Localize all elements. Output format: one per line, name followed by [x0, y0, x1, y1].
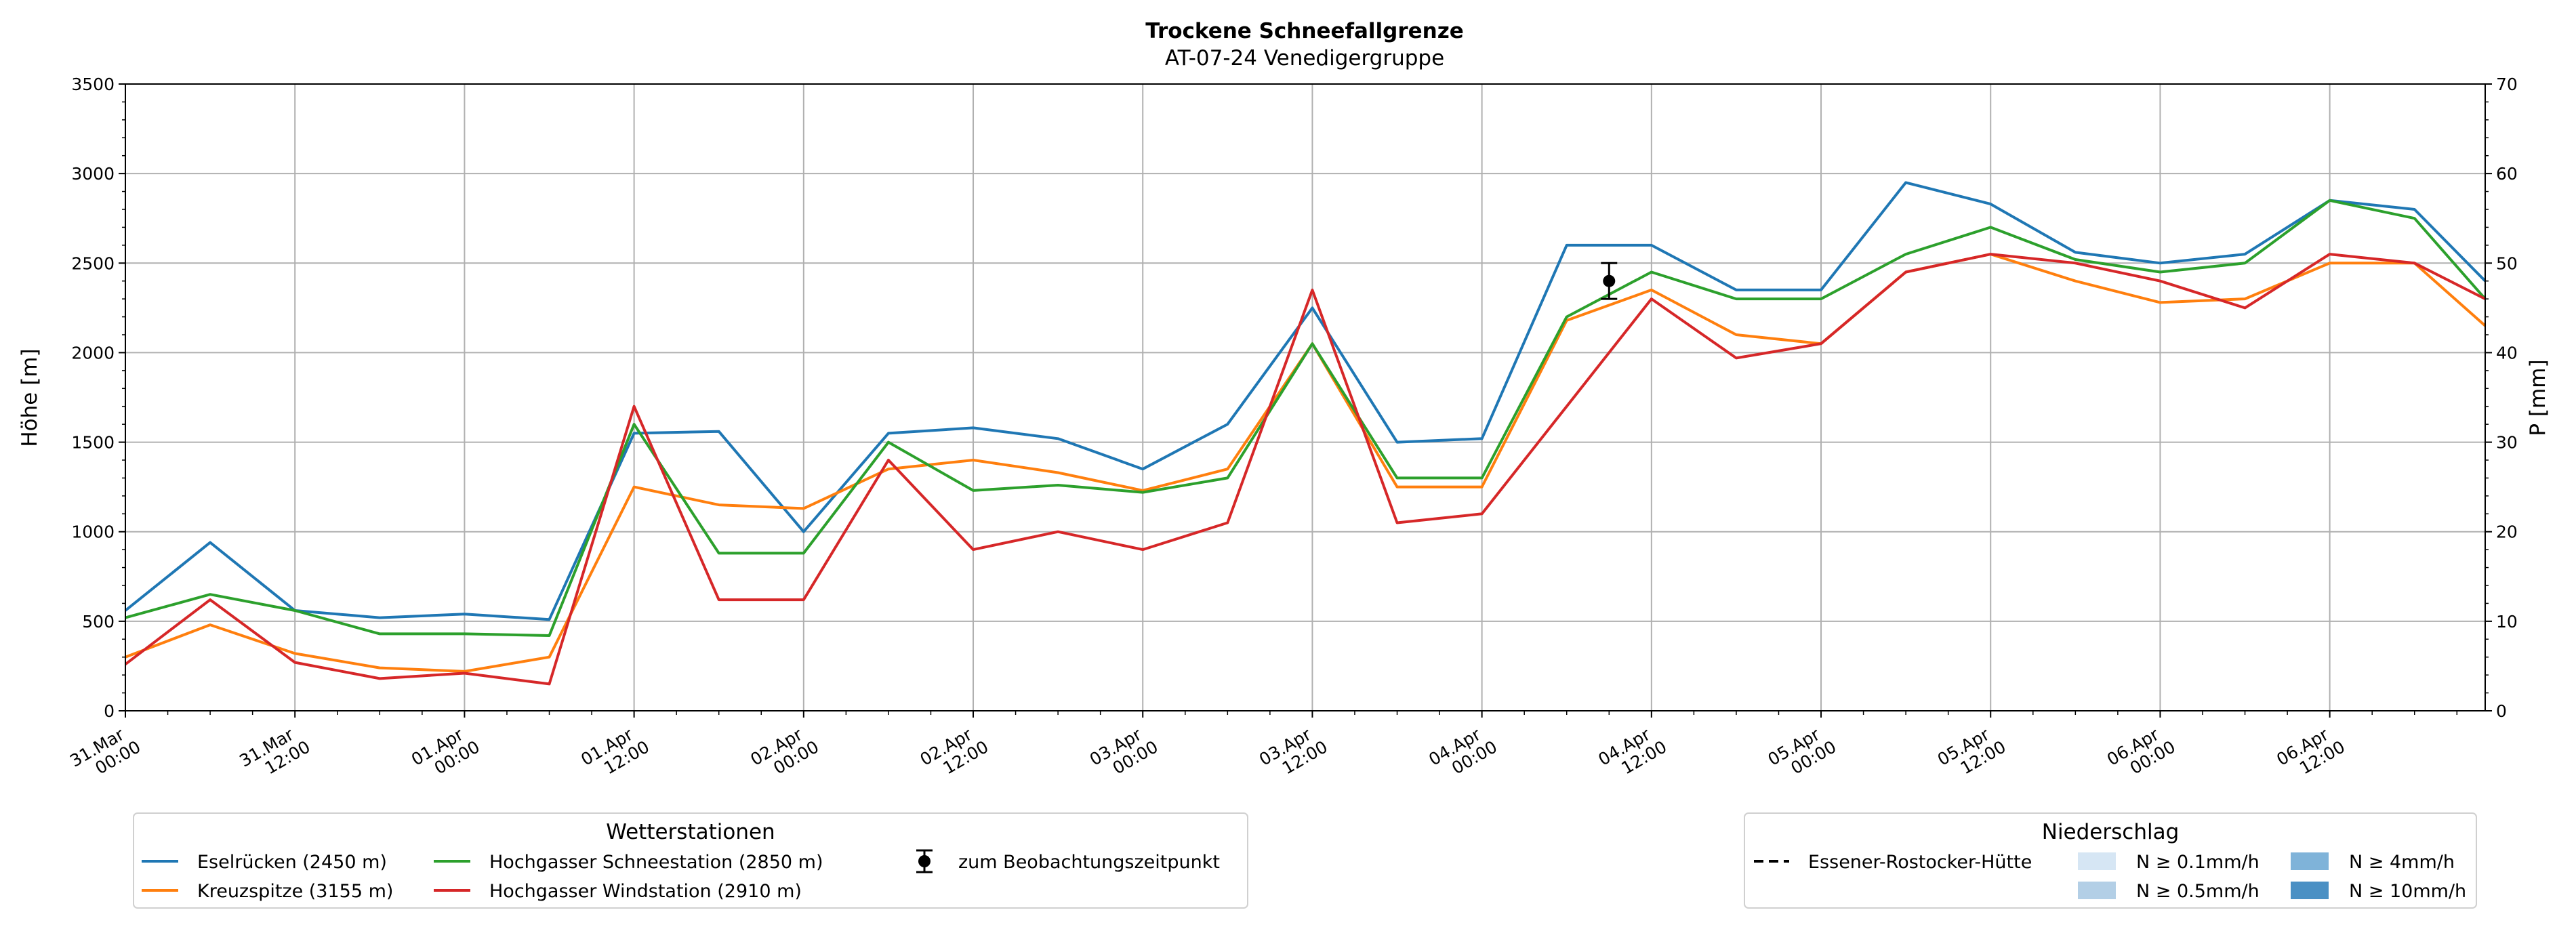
x-tick-label: 05.Apr00:00 — [1765, 720, 1840, 786]
y-tick-label: 2000 — [71, 343, 115, 363]
y2-tick-label: 30 — [2496, 433, 2518, 453]
chart-subtitle: AT-07-24 Venedigergruppe — [1165, 46, 1444, 70]
legend-label-series-3: Hochgasser Windstation (2910 m) — [489, 881, 802, 902]
series-line-0 — [124, 181, 2487, 621]
y-tick-label: 1000 — [71, 522, 115, 542]
legend-precip-swatch-3 — [2291, 882, 2329, 899]
legend-precip-swatch-0 — [2078, 852, 2116, 870]
y2-tick-label: 10 — [2496, 612, 2518, 632]
y-tick-label: 3000 — [71, 164, 115, 184]
legend-label-observation: zum Beobachtungszeitpunkt — [958, 852, 1220, 873]
legend-precip-swatch-1 — [2078, 882, 2116, 899]
legend-label-series-1: Kreuzspitze (3155 m) — [197, 881, 393, 902]
y-axis-label: Höhe [m] — [18, 348, 42, 447]
legend-precip: Niederschlag Essener-Rostocker-Hütte N ≥… — [1744, 812, 2477, 909]
series-lines — [124, 181, 2487, 686]
x-tick-label: 02.Apr00:00 — [747, 720, 822, 786]
y-tick-label: 3500 — [71, 75, 115, 94]
legend-precip-label-0: N ≥ 0.1mm/h — [2136, 852, 2260, 873]
x-tick-label: 02.Apr12:00 — [917, 720, 992, 786]
y-tick-label: 2500 — [71, 253, 115, 273]
grid — [125, 83, 2485, 711]
y2-tick-label: 0 — [2496, 701, 2507, 721]
legend-precip-swatch-2 — [2291, 852, 2329, 870]
x-tick-label: 04.Apr12:00 — [1595, 720, 1670, 786]
series-line-3 — [124, 253, 2486, 686]
observation-marker — [1601, 262, 1618, 300]
x-tick-label: 06.Apr00:00 — [2104, 720, 2179, 786]
legend-stations-frame — [133, 812, 1248, 909]
y2-tick-label: 60 — [2496, 164, 2518, 184]
x-tick-label: 03.Apr00:00 — [1086, 720, 1162, 786]
legend-stations: Wetterstationen Eselrücken (2450 m) Kreuz… — [133, 812, 1248, 909]
legend-obs-point — [918, 855, 931, 867]
series-line-2 — [125, 199, 2487, 637]
y2-axis-label: P [mm] — [2526, 359, 2550, 436]
legend-precip-title: Niederschlag — [2042, 820, 2180, 844]
legend-stations-title: Wetterstationen — [606, 820, 775, 844]
y2-tick-label: 50 — [2496, 253, 2518, 273]
legend-label-series-0: Eselrücken (2450 m) — [197, 852, 387, 873]
axes: 0 500 1000 1500 2000 2500 3000 3500 0 10 20 30 40 50 6… — [66, 75, 2518, 787]
x-tick-label: 01.Apr00:00 — [408, 720, 483, 786]
legend-precip-label-1: N ≥ 0.5mm/h — [2136, 881, 2260, 902]
legend-precip-label-2: N ≥ 4mm/h — [2349, 852, 2455, 873]
x-tick-label: 31.Mar12:00 — [236, 720, 313, 787]
x-tick-label: 04.Apr00:00 — [1425, 720, 1500, 786]
x-tick-label: 31.Mar00:00 — [66, 720, 144, 787]
x-tick-label: 01.Apr12:00 — [577, 720, 653, 786]
x-tick-label: 06.Apr12:00 — [2273, 720, 2348, 786]
x-tick-label: 05.Apr12:00 — [1934, 720, 2009, 786]
legend-precip-line-label: Essener-Rostocker-Hütte — [1808, 852, 2032, 873]
y-tick-label: 500 — [82, 612, 115, 632]
legend-label-series-2: Hochgasser Schneestation (2850 m) — [489, 852, 823, 873]
y2-tick-label: 70 — [2496, 75, 2518, 94]
y2-tick-label: 40 — [2496, 343, 2518, 363]
x-tick-label: 03.Apr12:00 — [1256, 720, 1331, 786]
y-tick-label: 1500 — [71, 433, 115, 453]
y2-tick-label: 20 — [2496, 522, 2518, 542]
plot-frame — [125, 83, 2486, 711]
chart-title: Trockene Schneefallgrenze — [1145, 19, 1464, 43]
y-tick-label: 0 — [104, 701, 115, 721]
observation-point — [1603, 274, 1616, 287]
legend-precip-label-3: N ≥ 10mm/h — [2349, 881, 2466, 902]
